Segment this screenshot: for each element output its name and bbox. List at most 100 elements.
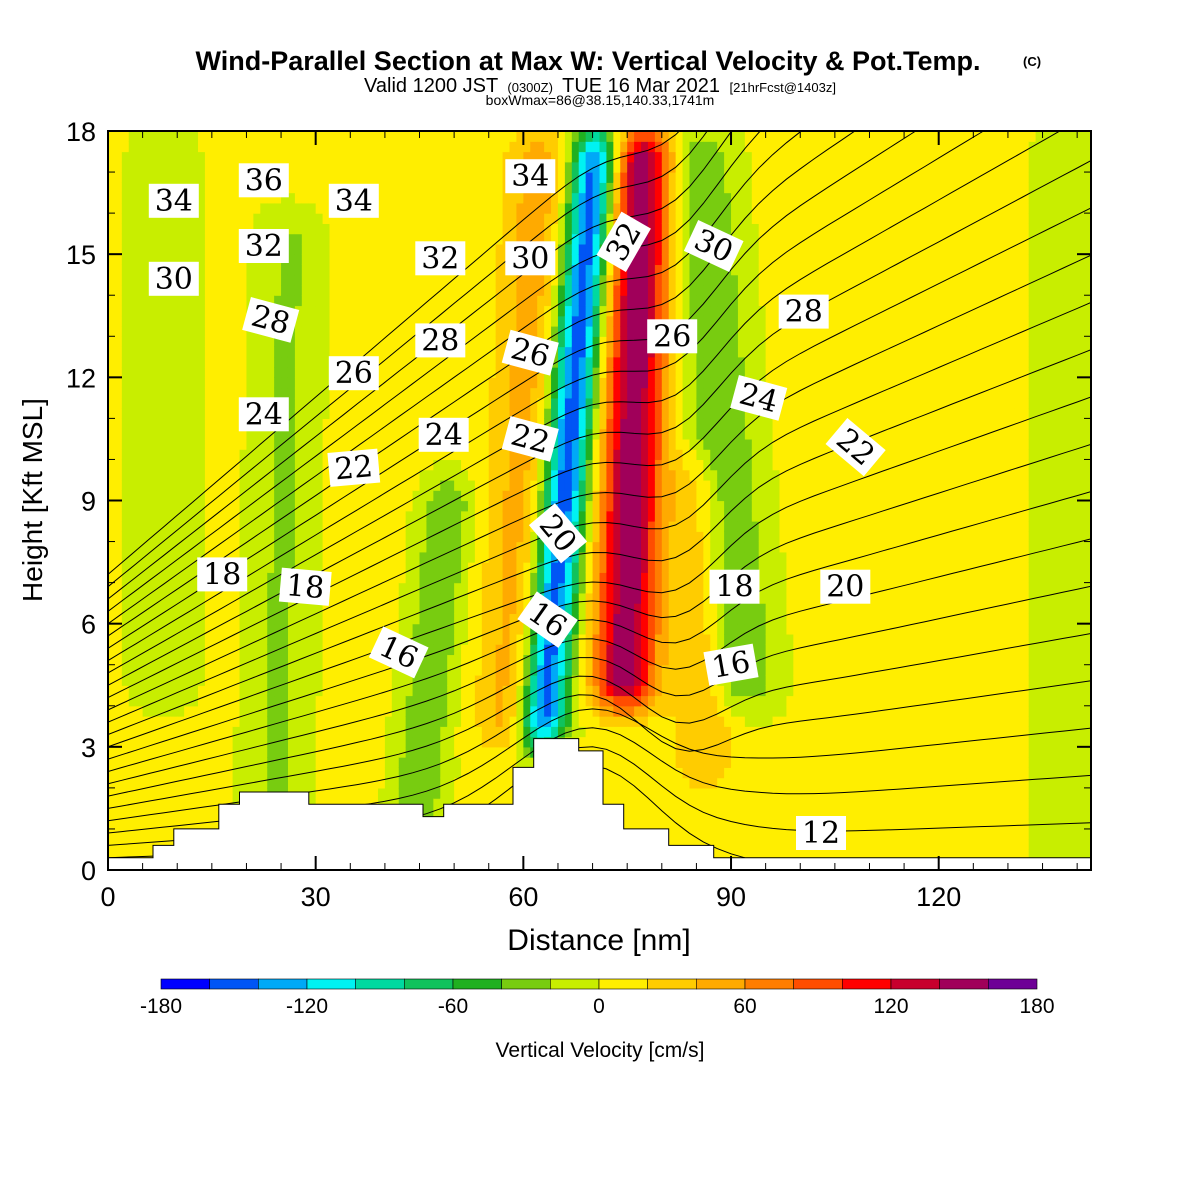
w-cell bbox=[564, 254, 573, 266]
w-cell bbox=[467, 172, 476, 183]
w-cell bbox=[578, 377, 587, 389]
w-cell bbox=[128, 233, 137, 245]
w-cell bbox=[364, 685, 372, 697]
w-cell bbox=[412, 295, 421, 307]
w-cell bbox=[149, 161, 158, 173]
w-cell bbox=[128, 531, 137, 543]
w-cell bbox=[578, 541, 587, 553]
w-cell bbox=[294, 613, 303, 625]
w-cell bbox=[142, 849, 151, 861]
w-cell bbox=[405, 397, 414, 409]
w-cell bbox=[433, 654, 441, 666]
w-cell bbox=[191, 798, 199, 810]
w-cell bbox=[495, 161, 504, 173]
w-cell bbox=[578, 223, 587, 235]
w-cell bbox=[225, 479, 234, 491]
w-cell bbox=[128, 736, 137, 748]
w-cell bbox=[474, 295, 483, 307]
w-cell bbox=[322, 490, 331, 502]
w-cell bbox=[488, 521, 497, 532]
w-cell bbox=[426, 787, 434, 799]
w-cell bbox=[121, 798, 130, 810]
w-cell bbox=[502, 551, 511, 563]
w-cell bbox=[495, 521, 504, 532]
w-cell bbox=[530, 685, 538, 697]
w-cell bbox=[571, 664, 580, 676]
w-cell bbox=[218, 746, 227, 758]
w-cell bbox=[177, 603, 185, 614]
w-cell bbox=[564, 356, 573, 368]
w-cell bbox=[301, 459, 310, 471]
w-cell bbox=[121, 777, 130, 789]
w-cell bbox=[405, 213, 414, 224]
w-cell bbox=[149, 469, 158, 481]
w-cell bbox=[260, 284, 268, 296]
w-cell bbox=[315, 541, 324, 553]
w-cell bbox=[246, 674, 254, 686]
w-cell bbox=[391, 736, 400, 748]
w-cell bbox=[218, 418, 227, 430]
w-cell bbox=[156, 233, 164, 245]
w-cell bbox=[488, 284, 497, 296]
w-cell bbox=[218, 736, 227, 748]
w-cell bbox=[260, 223, 268, 235]
w-cell bbox=[433, 223, 441, 235]
w-cell bbox=[371, 161, 379, 173]
w-cell bbox=[488, 161, 497, 173]
w-cell bbox=[315, 644, 324, 656]
w-cell bbox=[502, 705, 511, 717]
w-cell bbox=[149, 295, 158, 307]
w-cell bbox=[253, 213, 261, 224]
w-cell bbox=[197, 418, 206, 430]
w-cell bbox=[184, 377, 192, 389]
w-cell bbox=[377, 438, 386, 450]
w-cell bbox=[177, 541, 185, 553]
w-cell bbox=[447, 274, 455, 286]
w-cell bbox=[391, 664, 400, 676]
w-cell bbox=[391, 592, 400, 604]
w-cell bbox=[191, 151, 199, 163]
w-cell bbox=[357, 500, 365, 512]
w-cell bbox=[315, 254, 324, 266]
w-cell bbox=[246, 264, 254, 276]
w-cell bbox=[274, 284, 282, 296]
w-cell bbox=[398, 428, 407, 440]
w-cell bbox=[343, 243, 351, 255]
w-cell bbox=[163, 428, 171, 440]
w-cell bbox=[357, 264, 365, 276]
w-cell bbox=[170, 377, 178, 389]
w-cell bbox=[281, 284, 289, 296]
w-cell bbox=[156, 705, 164, 717]
w-cell bbox=[474, 346, 483, 358]
w-cell bbox=[544, 377, 552, 389]
w-cell bbox=[433, 746, 441, 758]
w-cell bbox=[398, 592, 407, 604]
w-cell bbox=[343, 418, 351, 430]
w-cell bbox=[502, 151, 511, 163]
w-cell bbox=[253, 767, 261, 779]
w-cell bbox=[239, 736, 248, 748]
w-cell bbox=[156, 418, 164, 430]
w-cell bbox=[308, 161, 317, 173]
w-cell bbox=[440, 777, 448, 789]
w-cell bbox=[156, 603, 164, 614]
w-cell bbox=[440, 172, 448, 183]
w-cell bbox=[184, 469, 192, 481]
w-cell bbox=[377, 716, 386, 727]
w-cell bbox=[274, 654, 282, 666]
w-cell bbox=[322, 254, 331, 266]
w-cell bbox=[287, 541, 296, 553]
w-cell bbox=[405, 295, 414, 307]
w-cell bbox=[322, 685, 331, 697]
w-cell bbox=[495, 592, 504, 604]
w-cell bbox=[537, 377, 545, 389]
w-cell bbox=[447, 623, 455, 635]
w-cell bbox=[578, 562, 587, 573]
w-cell bbox=[211, 716, 220, 727]
w-cell bbox=[571, 695, 580, 707]
w-cell bbox=[128, 346, 137, 358]
w-cell bbox=[135, 839, 144, 851]
w-cell bbox=[239, 264, 248, 276]
w-cell bbox=[357, 562, 365, 573]
w-cell bbox=[377, 295, 386, 307]
